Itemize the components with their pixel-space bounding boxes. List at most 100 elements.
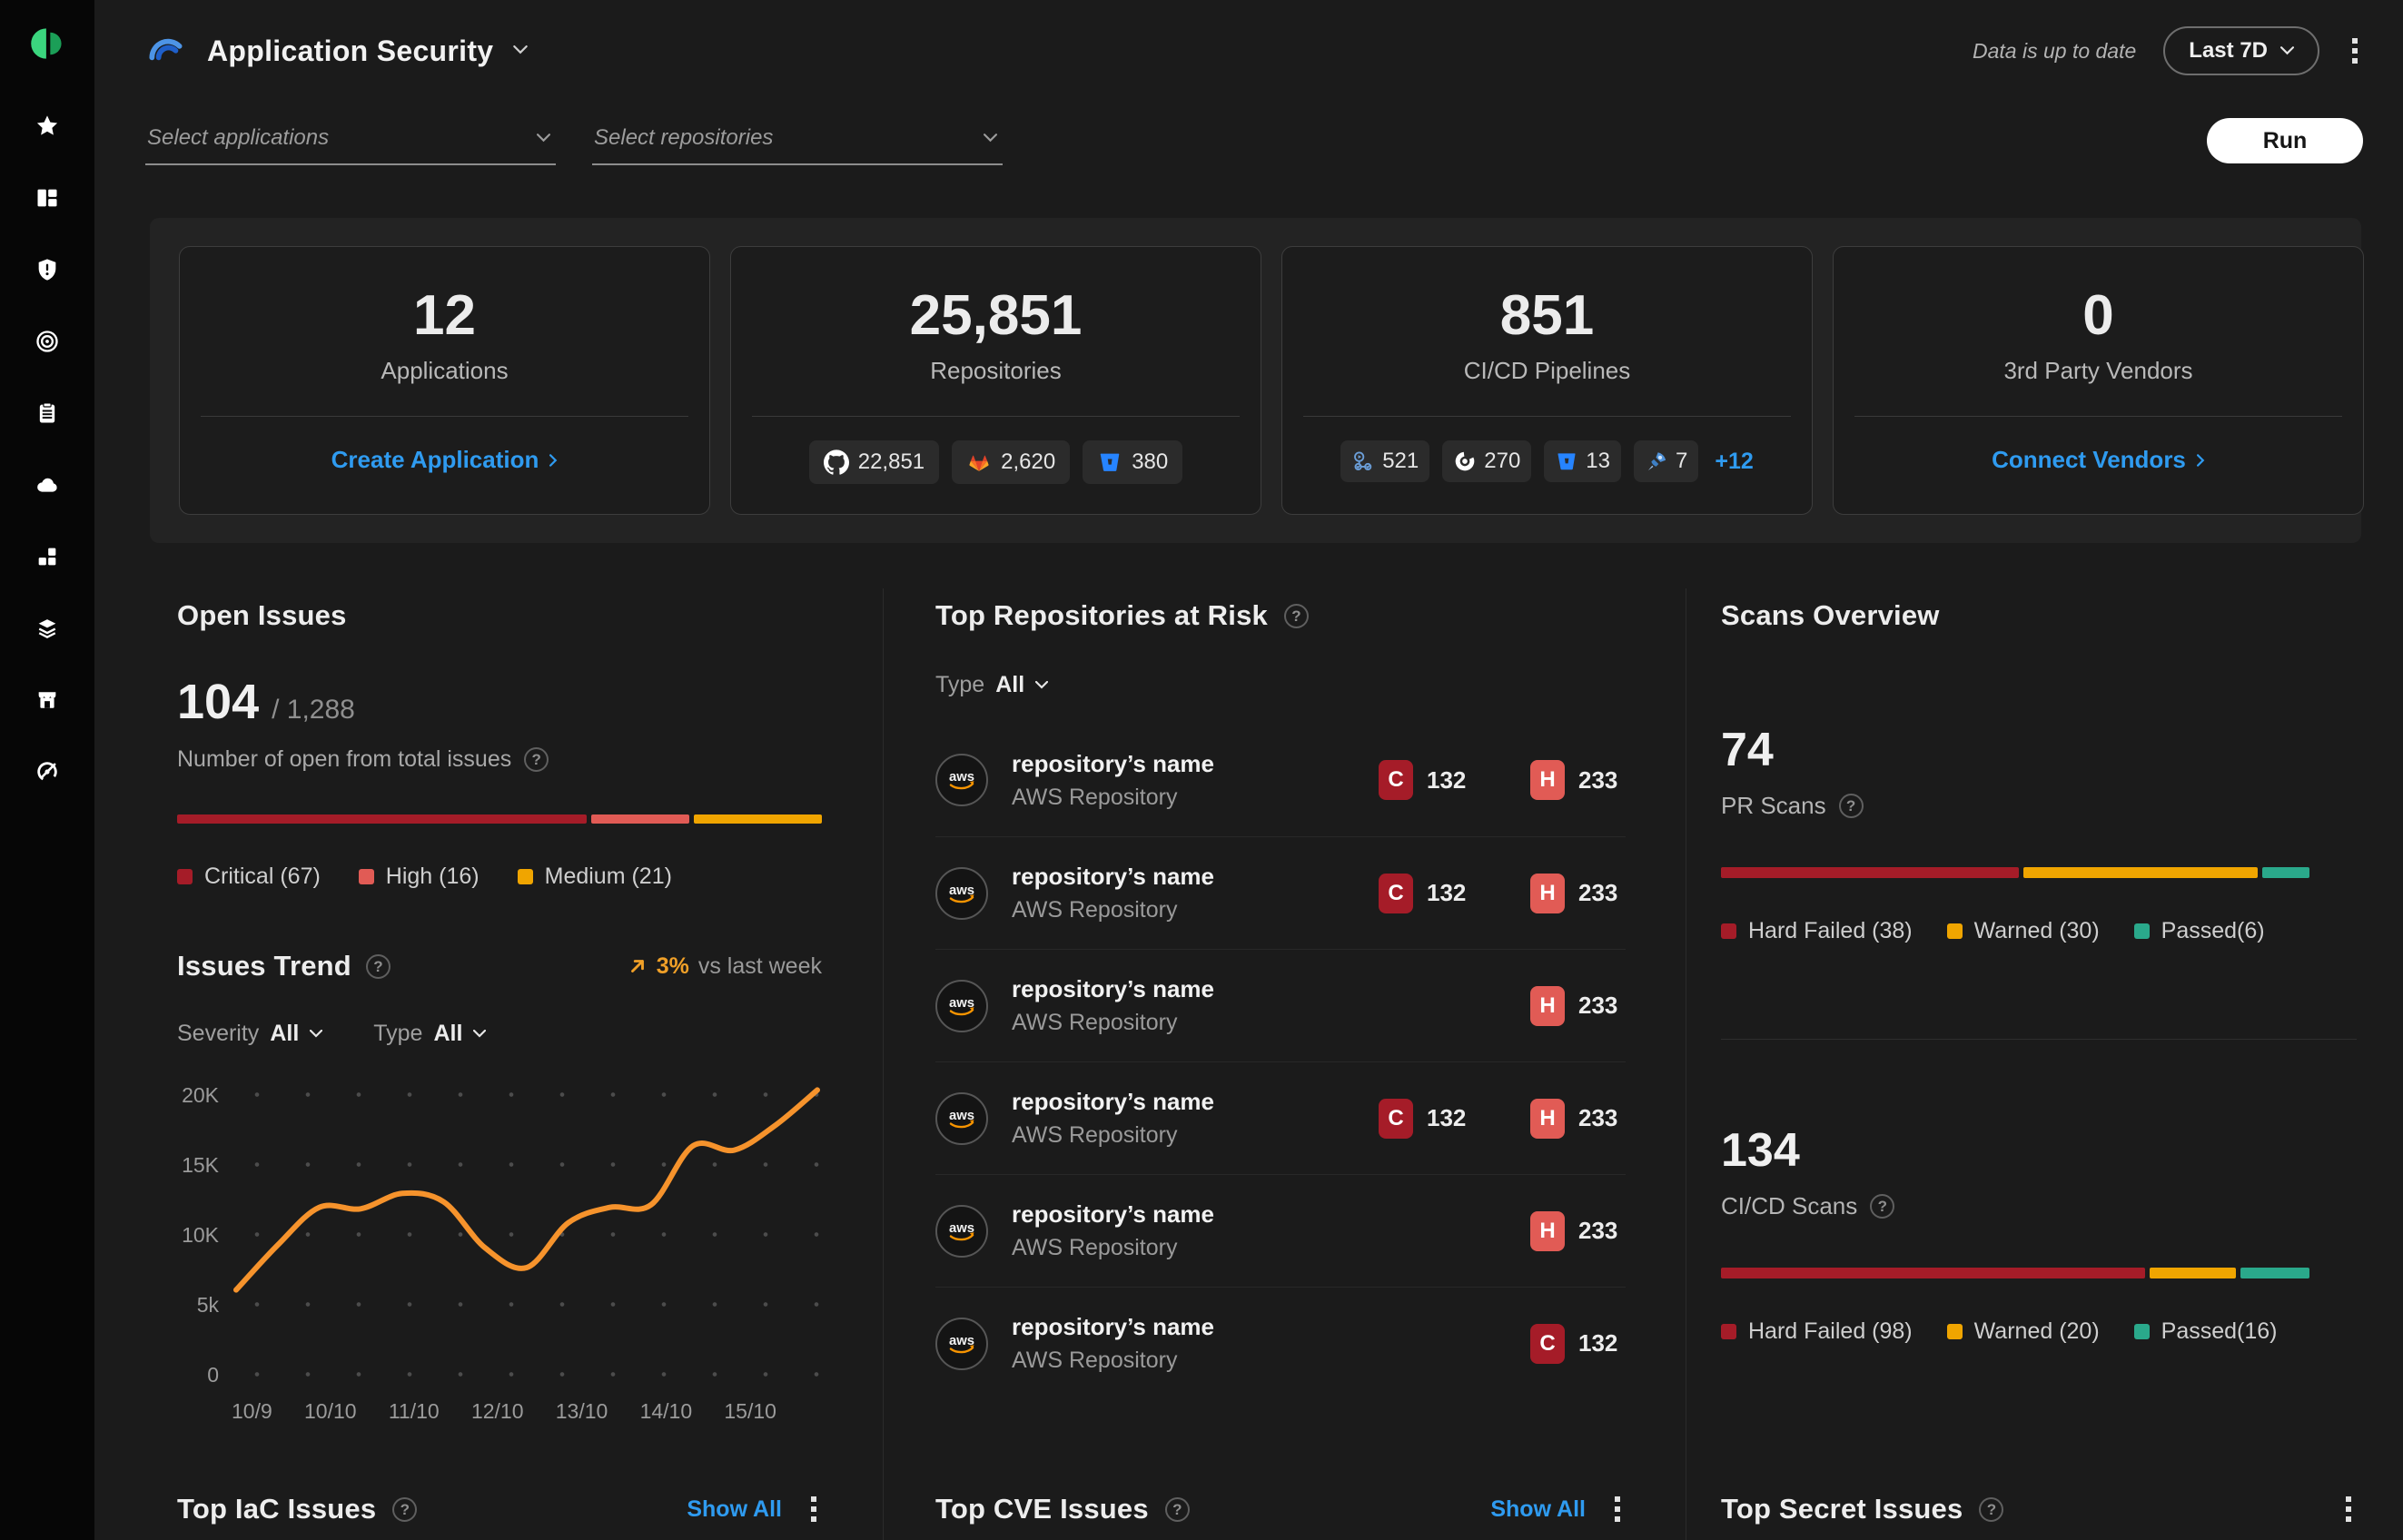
azure-pipelines-icon bbox=[1645, 449, 1668, 473]
repositories-count: 25,851 bbox=[909, 284, 1083, 347]
cycode-logo-icon[interactable] bbox=[29, 25, 65, 62]
circleci-count: 270 bbox=[1484, 449, 1521, 473]
svg-text:aws: aws bbox=[949, 1333, 974, 1348]
sidebar-item-layers[interactable] bbox=[34, 617, 61, 644]
top-cve-issues-title: Top CVE Issues bbox=[935, 1493, 1149, 1525]
sidebar-item-store[interactable] bbox=[34, 688, 61, 716]
arrow-up-right-icon bbox=[630, 960, 644, 972]
severity-count-group: C 132 bbox=[1530, 1323, 1626, 1364]
sidebar-item-blocks[interactable] bbox=[34, 545, 61, 572]
severity-count: 233 bbox=[1578, 1217, 1618, 1244]
repositories-select[interactable]: Select repositories bbox=[592, 116, 1003, 165]
column-divider bbox=[883, 588, 884, 1540]
time-range-select[interactable]: Last 7D bbox=[2163, 26, 2319, 75]
secret-kebab-menu[interactable] bbox=[2340, 1491, 2357, 1527]
x-tick: 10/9 bbox=[232, 1399, 272, 1423]
gitlab-count: 2,620 bbox=[1001, 449, 1056, 474]
sidebar-item-gauge[interactable] bbox=[34, 760, 61, 787]
type-filter-value: All bbox=[433, 1021, 463, 1046]
bitbucket-pill: 380 bbox=[1083, 440, 1183, 484]
help-icon[interactable] bbox=[1979, 1496, 2004, 1522]
sidebar-item-star[interactable] bbox=[34, 114, 61, 142]
top-cve-issues-section: Top CVE Issues Show All bbox=[935, 1491, 1626, 1527]
severity-filter[interactable]: Severity All bbox=[177, 1021, 323, 1047]
applications-count: 12 bbox=[413, 284, 476, 347]
blocks-icon bbox=[35, 544, 60, 574]
repo-type: AWS Repository bbox=[1012, 897, 1178, 923]
chevron-down-icon bbox=[473, 1030, 487, 1038]
bar-segment bbox=[177, 814, 587, 824]
help-icon[interactable] bbox=[1164, 1496, 1190, 1522]
help-icon[interactable] bbox=[1870, 1194, 1895, 1219]
repo-row[interactable]: aws repository’s name AWS Repository H 233 bbox=[935, 949, 1626, 1061]
x-tick: 13/10 bbox=[555, 1399, 608, 1423]
severity-count-group: H 233 bbox=[1530, 1098, 1626, 1139]
repo-row[interactable]: aws repository’s name AWS Repository H 233 bbox=[935, 1174, 1626, 1287]
pipelines-more-link[interactable]: +12 bbox=[1715, 448, 1754, 474]
vendors-label: 3rd Party Vendors bbox=[2003, 357, 2193, 384]
cve-show-all-link[interactable]: Show All bbox=[1490, 1496, 1586, 1522]
open-issues-count: 104 bbox=[177, 675, 260, 729]
help-icon[interactable] bbox=[365, 953, 391, 979]
legend-item: Passed(16) bbox=[2133, 1318, 2278, 1345]
cve-kebab-menu[interactable] bbox=[1609, 1491, 1626, 1527]
run-button[interactable]: Run bbox=[2207, 118, 2363, 163]
severity-count: 233 bbox=[1578, 879, 1618, 906]
severity-count: 233 bbox=[1578, 765, 1618, 794]
repo-row[interactable]: aws repository’s name AWS Repository C 132 H 2… bbox=[935, 836, 1626, 949]
repo-row[interactable]: aws repository’s name AWS Repository C 132 H 2… bbox=[935, 724, 1626, 836]
cicd-scans-legend: Hard Failed (98) Warned (20) Passed(16) bbox=[1721, 1318, 2357, 1345]
header-kebab-menu[interactable] bbox=[2347, 33, 2363, 69]
legend-item: Hard Failed (98) bbox=[1721, 1318, 1913, 1345]
aws-avatar-icon: aws bbox=[935, 754, 988, 806]
sidebar-item-panels[interactable] bbox=[34, 186, 61, 213]
gitlab-icon bbox=[966, 449, 992, 475]
help-icon[interactable] bbox=[1283, 603, 1309, 628]
severity-badge-C: C bbox=[1379, 873, 1413, 913]
connect-vendors-link[interactable]: Connect Vendors bbox=[1992, 446, 2205, 474]
cloud-icon bbox=[35, 472, 60, 502]
help-icon[interactable] bbox=[1838, 794, 1864, 818]
repositories-placeholder: Select repositories bbox=[594, 125, 774, 150]
aws-avatar-icon: aws bbox=[935, 1317, 988, 1370]
severity-badge-H: H bbox=[1530, 985, 1565, 1026]
chevron-down-icon bbox=[310, 1030, 323, 1038]
x-tick: 11/10 bbox=[388, 1399, 440, 1423]
gridline bbox=[232, 1372, 822, 1377]
type-filter[interactable]: Type All bbox=[373, 1021, 487, 1047]
chevron-right-icon bbox=[549, 453, 558, 467]
sidebar-nav bbox=[34, 114, 61, 787]
severity-count-group: C 132 bbox=[1379, 760, 1474, 800]
sidebar-item-clipboard[interactable] bbox=[34, 401, 61, 429]
sidebar-item-cloud[interactable] bbox=[34, 473, 61, 500]
create-application-label: Create Application bbox=[331, 446, 539, 473]
aws-avatar-icon: aws bbox=[935, 1091, 988, 1145]
severity-badge-C: C bbox=[1379, 1098, 1413, 1139]
repo-type: AWS Repository bbox=[1012, 1348, 1178, 1373]
azure-pipelines-pill: 7 bbox=[1634, 440, 1699, 482]
top-repositories-section: Top Repositories at Risk Type All aws rep… bbox=[935, 599, 1626, 1399]
create-application-link[interactable]: Create Application bbox=[331, 446, 559, 474]
chevron-down-icon bbox=[537, 133, 550, 143]
x-tick: 10/10 bbox=[304, 1399, 357, 1423]
sidebar-item-target[interactable] bbox=[34, 330, 61, 357]
applications-select[interactable]: Select applications bbox=[145, 116, 556, 165]
pr-scans-legend: Hard Failed (38) Warned (30) Passed(6) bbox=[1721, 918, 2357, 944]
pr-scans-label: PR Scans bbox=[1721, 792, 1826, 819]
trend-delta-suffix: vs last week bbox=[697, 953, 822, 979]
legend-item: Warned (30) bbox=[1946, 918, 2100, 944]
sidebar-item-shield-alert[interactable] bbox=[34, 258, 61, 285]
help-icon[interactable] bbox=[392, 1496, 418, 1522]
app-switcher[interactable]: Application Security bbox=[145, 28, 529, 74]
iac-kebab-menu[interactable] bbox=[806, 1491, 822, 1527]
repo-row[interactable]: aws repository’s name AWS Repository C 132 H 2… bbox=[935, 1061, 1626, 1174]
help-icon[interactable] bbox=[524, 747, 549, 772]
repo-row[interactable]: aws repository’s name AWS Repository C 132 bbox=[935, 1287, 1626, 1399]
pr-scans-count: 74 bbox=[1721, 724, 1774, 776]
repo-type-filter[interactable]: Type All bbox=[935, 672, 1626, 698]
circleci-pill: 270 bbox=[1442, 440, 1532, 482]
applications-label: Applications bbox=[381, 357, 509, 384]
iac-show-all-link[interactable]: Show All bbox=[687, 1496, 782, 1522]
top-iac-issues-section: Top IaC Issues Show All bbox=[177, 1491, 822, 1527]
